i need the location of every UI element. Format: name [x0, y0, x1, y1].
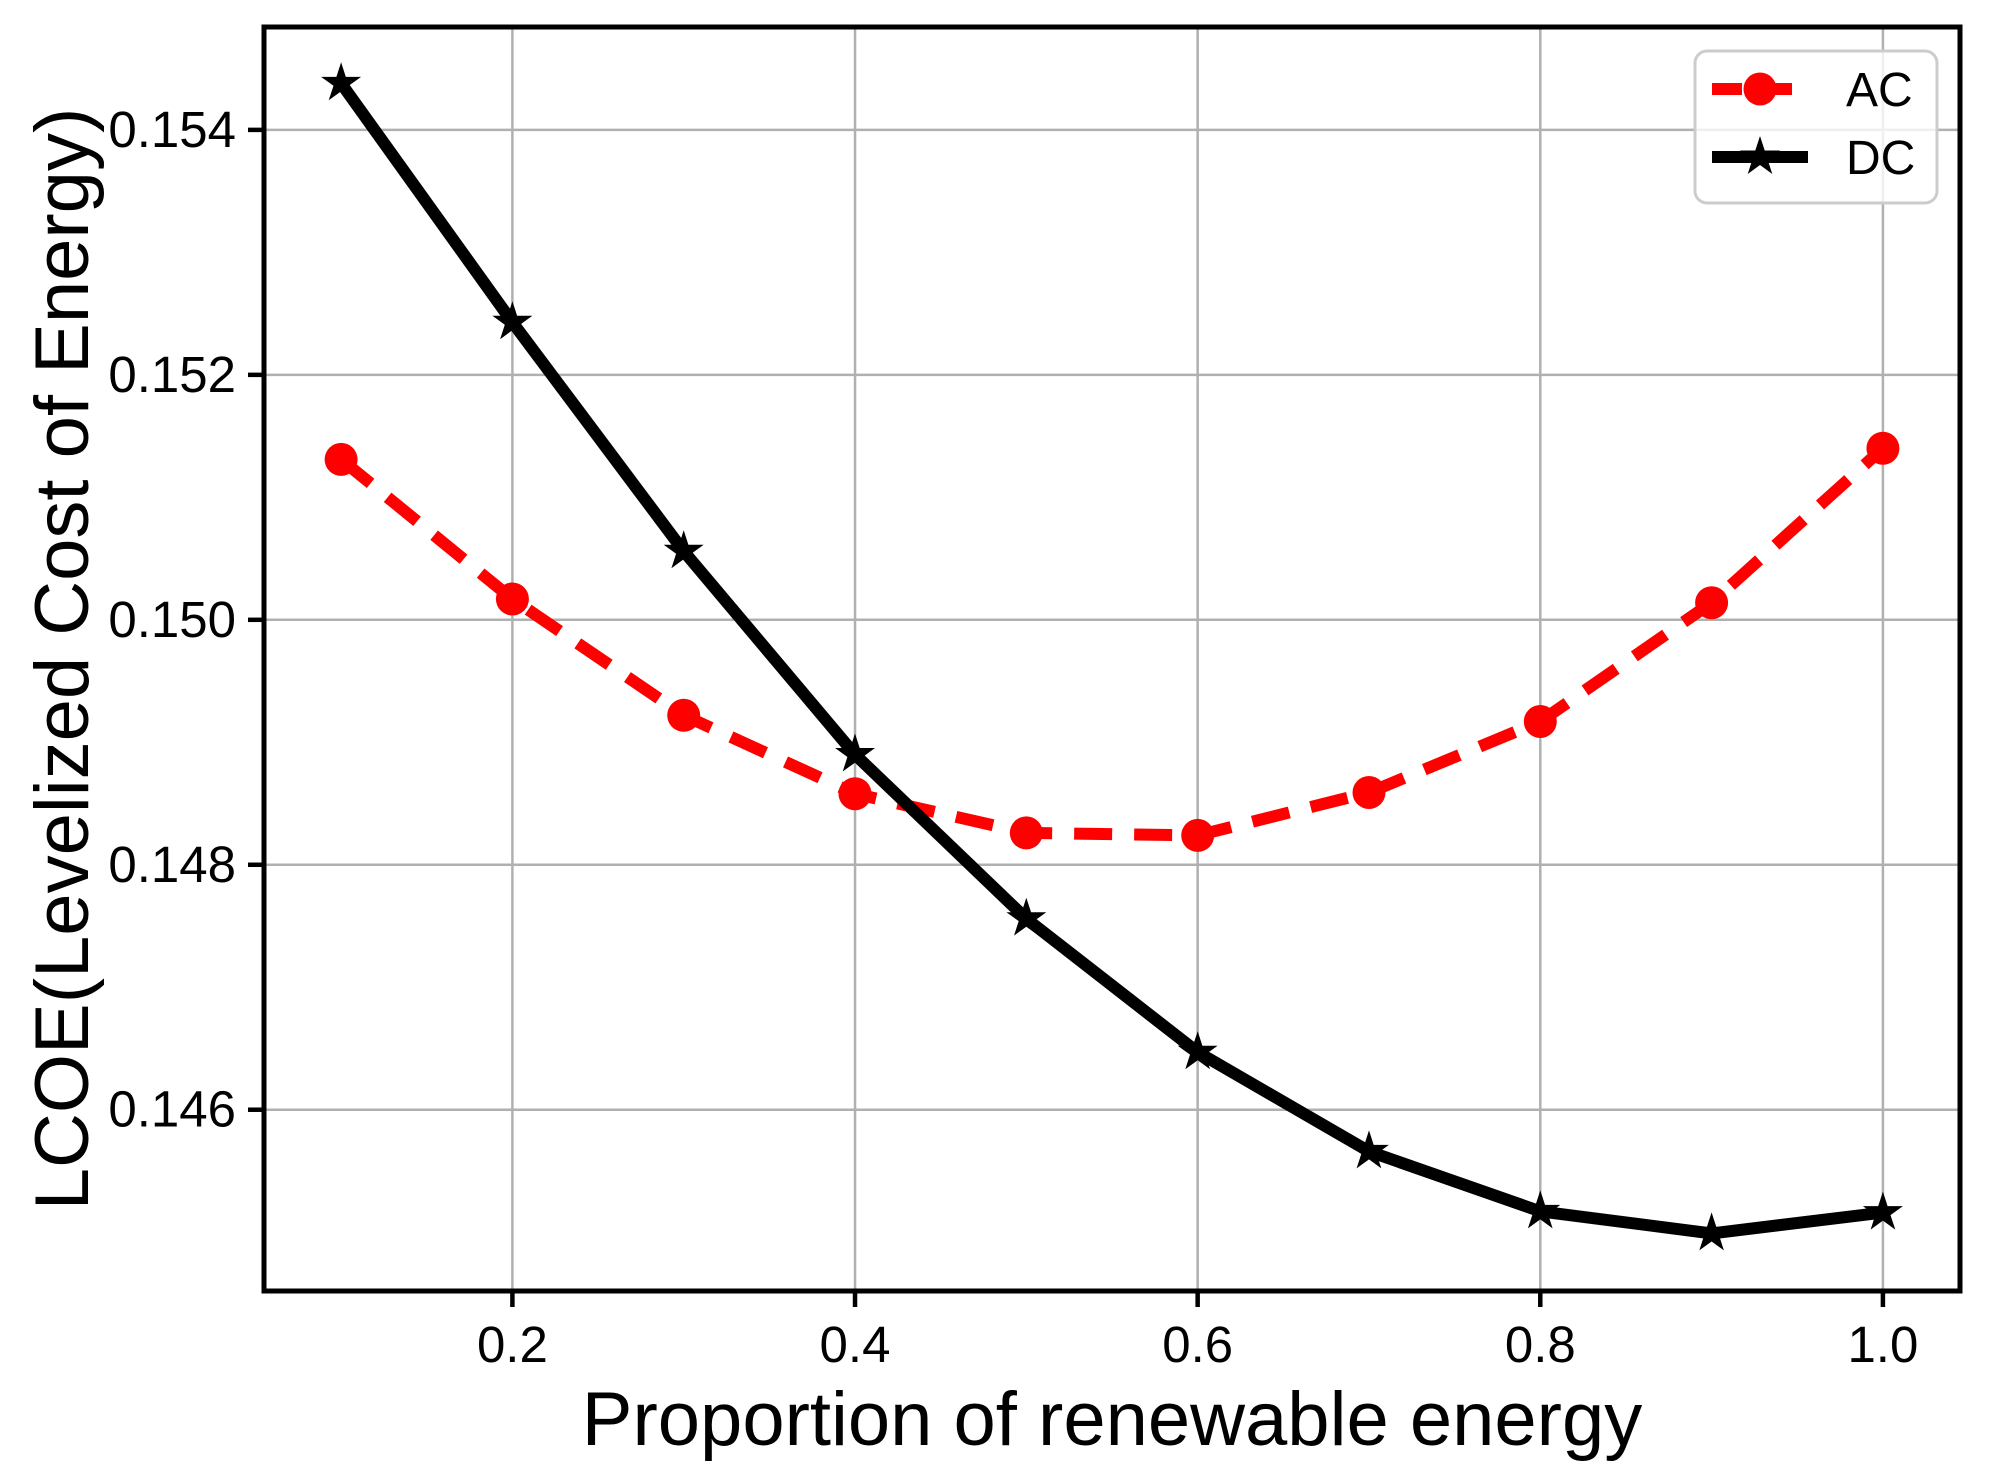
- dc-line: [336, 79, 1884, 1240]
- ac-marker-1: [1866, 431, 1900, 465]
- dc-marker-0.3: [663, 530, 704, 569]
- y-tick-label-0.146: 0.146: [108, 1081, 236, 1138]
- y-tick-label-0.152: 0.152: [108, 346, 236, 403]
- ac-marker-0.1: [324, 442, 358, 476]
- ac-marker-0.7: [1352, 776, 1386, 809]
- dc-marker-0.5: [1006, 897, 1047, 936]
- x-tick-label-0.8: 0.8: [1505, 1316, 1576, 1373]
- ac-marker-0.4: [838, 777, 872, 811]
- dc-marker-0.2: [492, 301, 533, 340]
- legend-ac-marker: [1743, 72, 1777, 106]
- legend-dc-label: DC: [1846, 132, 1915, 185]
- ac-marker-0.9: [1695, 586, 1729, 620]
- ac-marker-0.8: [1523, 705, 1557, 738]
- x-tick-label-1.0: 1.0: [1847, 1316, 1918, 1373]
- legend-dc-marker: [1740, 136, 1780, 174]
- x-axis-label: Proportion of renewable energy: [582, 1377, 1642, 1462]
- dc-marker-1: [1862, 1191, 1903, 1230]
- dc-marker-0.4: [835, 733, 875, 772]
- x-tick-label-0.2: 0.2: [477, 1316, 548, 1373]
- legend-ac-label: AC: [1846, 64, 1913, 117]
- axes-spines: [261, 24, 1963, 1294]
- y-axis-label: LCOE(Levelized Cost of Energy): [20, 108, 105, 1210]
- ac-marker-0.6: [1181, 818, 1215, 852]
- x-tick-label-0.6: 0.6: [1162, 1316, 1233, 1373]
- plot-area: [264, 27, 1960, 1291]
- ac-marker-0.3: [667, 698, 701, 732]
- ac-line: [337, 443, 1887, 842]
- dc-marker-0.7: [1349, 1130, 1389, 1169]
- ac-marker-0.2: [495, 582, 529, 616]
- dc-marker-0.8: [1520, 1190, 1561, 1229]
- y-tick-label-0.154: 0.154: [108, 101, 236, 158]
- dc-marker-0.9: [1691, 1212, 1732, 1251]
- y-tick-label-0.148: 0.148: [108, 836, 236, 893]
- y-tick-label-0.150: 0.150: [108, 591, 236, 648]
- x-tick-label-0.4: 0.4: [820, 1316, 891, 1373]
- dc-marker-0.1: [321, 62, 362, 101]
- ac-marker-0.5: [1009, 816, 1043, 850]
- dc-marker-0.6: [1177, 1031, 1218, 1070]
